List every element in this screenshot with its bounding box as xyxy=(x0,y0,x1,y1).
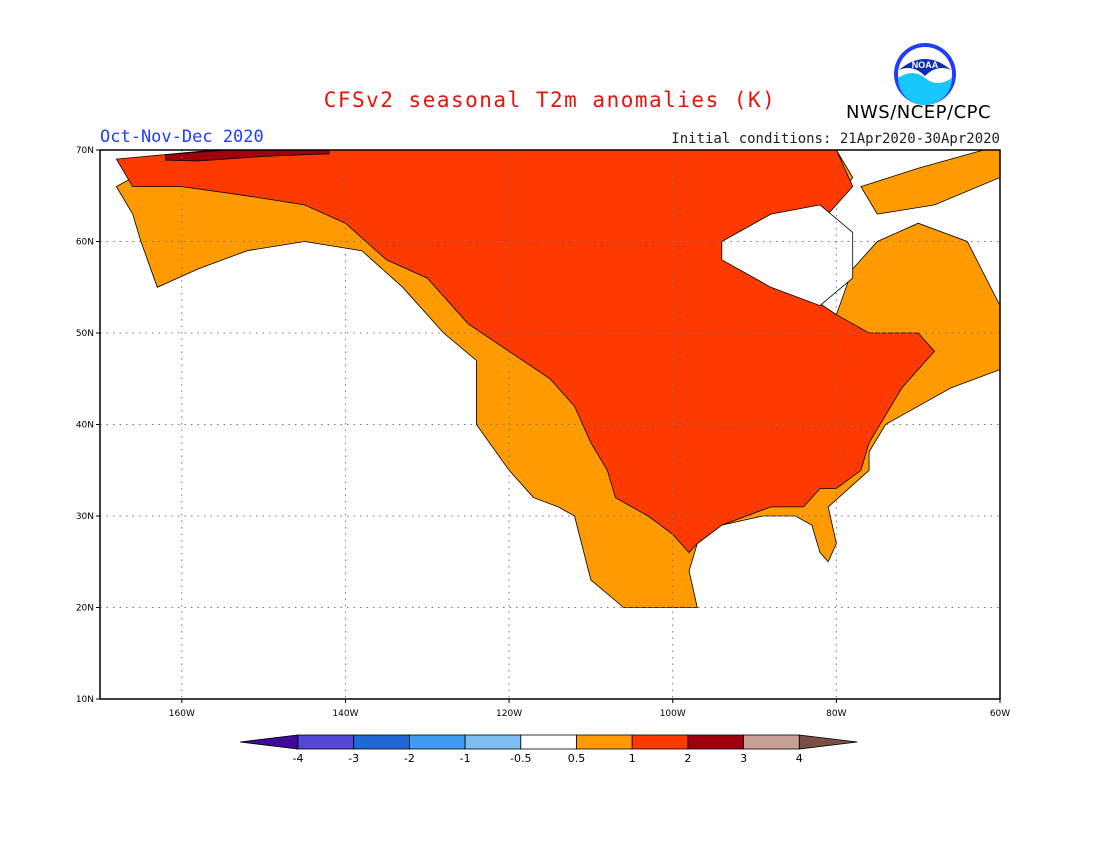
colorbar-segment xyxy=(464,734,522,750)
lon-tick-label: 80W xyxy=(826,709,846,719)
colorbar-label: -1 xyxy=(460,752,471,765)
colorbar-label: -3 xyxy=(348,752,359,765)
colorbar-label: -0.5 xyxy=(510,752,531,765)
colorbar: -4 -3 -2 -1 -0.5 0.5 1 2 3 4 xyxy=(239,734,858,765)
colorbar-label: 4 xyxy=(796,752,803,765)
lat-tick-label: 10N xyxy=(76,695,94,705)
colorbar-label: 0.5 xyxy=(568,752,586,765)
graticule xyxy=(100,150,1000,699)
anomaly-fill-layer xyxy=(115,150,1000,608)
lat-tick-label: 40N xyxy=(76,421,94,431)
lat-tick-label: 50N xyxy=(76,329,94,339)
colorbar-segment xyxy=(687,734,745,750)
lon-tick-label: 140W xyxy=(332,709,358,719)
axis-tick-labels: 160W 140W 120W 100W 80W 60W 70N 60N 50N 40N 30N 20N… xyxy=(76,146,1010,719)
colorbar-segment xyxy=(353,734,410,750)
colorbar-max-arrow xyxy=(798,734,858,750)
colorbar-label: -4 xyxy=(293,752,304,765)
map-title: CFSv2 seasonal T2m anomalies (K) xyxy=(323,88,777,112)
lat-tick-label: 70N xyxy=(76,146,94,156)
lat-tick-label: 30N xyxy=(76,512,94,522)
colorbar-label: -2 xyxy=(404,752,415,765)
agency-label: NWS/NCEP/CPC xyxy=(846,102,992,123)
colorbar-segment xyxy=(520,734,577,750)
lon-tick-label: 100W xyxy=(660,709,686,719)
colorbar-segment xyxy=(297,734,355,750)
lat-tick-label: 20N xyxy=(76,604,94,614)
lon-tick-label: 60W xyxy=(990,709,1010,719)
noaa-logo-icon: NOAA xyxy=(894,43,956,105)
anomaly-region-3 xyxy=(860,150,1000,215)
lon-tick-label: 120W xyxy=(496,709,522,719)
colorbar-segment xyxy=(743,734,800,750)
logo-text: NOAA xyxy=(912,60,939,70)
colorbar-segment xyxy=(408,734,466,750)
colorbar-label: 1 xyxy=(629,752,636,765)
forecast-period: Oct-Nov-Dec 2020 xyxy=(100,127,264,147)
lon-tick-label: 160W xyxy=(169,709,195,719)
colorbar-label: 2 xyxy=(684,752,691,765)
anomaly-region-2 xyxy=(165,150,330,162)
colorbar-label: 3 xyxy=(740,752,747,765)
water-body-0 xyxy=(721,204,854,307)
colorbar-segment xyxy=(576,734,633,750)
colorbar-segment xyxy=(631,734,689,750)
initial-conditions: Initial conditions: 21Apr2020-30Apr2020 xyxy=(671,131,1000,147)
colorbar-min-arrow xyxy=(239,734,299,750)
lat-tick-label: 60N xyxy=(76,238,94,248)
